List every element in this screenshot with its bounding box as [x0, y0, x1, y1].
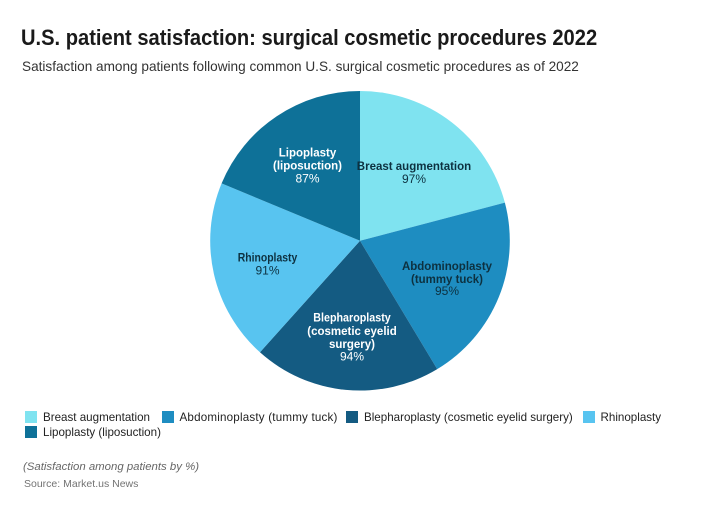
svg-text:(cosmetic eyelid: (cosmetic eyelid: [307, 326, 396, 338]
svg-text:Abdominoplasty: Abdominoplasty: [402, 261, 493, 273]
svg-text:(liposuction): (liposuction): [273, 161, 342, 173]
svg-text:surgery): surgery): [329, 339, 375, 351]
svg-text:87%: 87%: [295, 172, 319, 186]
svg-text:97%: 97%: [402, 172, 426, 186]
svg-text:Rhinoplasty: Rhinoplasty: [238, 253, 298, 265]
svg-text:(tummy tuck): (tummy tuck): [411, 274, 483, 286]
svg-text:95%: 95%: [435, 284, 459, 298]
svg-text:Breast augmentation: Breast augmentation: [357, 161, 471, 173]
svg-text:94%: 94%: [340, 350, 364, 364]
svg-text:91%: 91%: [255, 264, 279, 278]
svg-text:Lipoplasty: Lipoplasty: [279, 148, 337, 160]
svg-text:Blepharoplasty: Blepharoplasty: [313, 313, 391, 325]
